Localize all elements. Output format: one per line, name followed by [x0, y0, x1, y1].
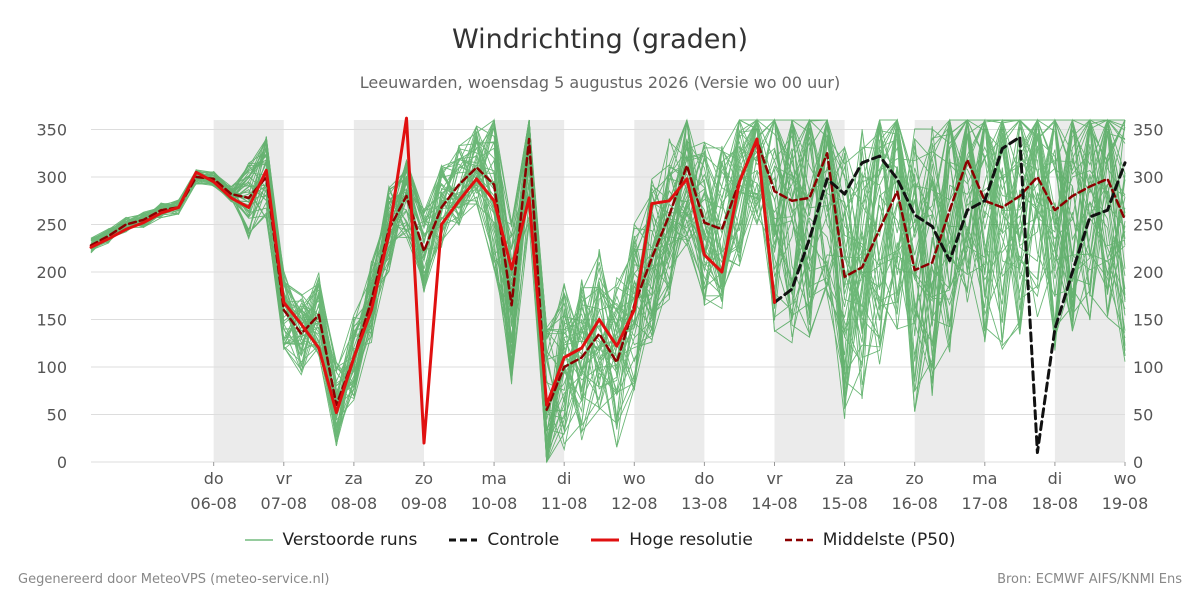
- ensemble-member-line: [90, 118, 1126, 412]
- x-tick-date: 14-08: [751, 494, 798, 513]
- series-median-line: [89, 137, 1127, 412]
- x-tick-weekday: za: [345, 469, 363, 488]
- y-tick-label-right: 100: [1133, 358, 1164, 377]
- y-tick-label-left: 0: [57, 453, 67, 472]
- legend-label-control: Controle: [487, 530, 560, 550]
- x-tick-weekday: di: [557, 469, 572, 488]
- y-tick-label-left: 250: [36, 216, 67, 235]
- legend-swatch-ensemble: [244, 539, 273, 541]
- series-control-line: [773, 135, 1127, 454]
- footer-generator: Gegenereerd door MeteoVPS (meteo-service…: [18, 572, 330, 587]
- footer-source: Bron: ECMWF AIFS/KNMI Ens: [997, 572, 1182, 587]
- y-tick-label-right: 150: [1133, 311, 1164, 330]
- legend-item-control[interactable]: Controle: [449, 530, 559, 550]
- x-tick-date: 13-08: [681, 494, 728, 513]
- x-tick-weekday: ma: [972, 469, 997, 488]
- x-tick-date: 18-08: [1032, 494, 1079, 513]
- ensemble-member-line: [90, 119, 1126, 458]
- y-tick-label-left: 100: [36, 358, 67, 377]
- legend-swatch-control: [449, 538, 478, 542]
- y-tick-label-right: 200: [1133, 263, 1164, 282]
- y-tick-label-left: 350: [36, 121, 67, 140]
- y-tick-label-left: 150: [36, 311, 67, 330]
- x-tick-weekday: do: [204, 469, 224, 488]
- x-tick-date: 09-08: [401, 494, 448, 513]
- legend-label-ensemble: Verstoorde runs: [282, 530, 418, 550]
- y-tick-label-right: 250: [1133, 216, 1164, 235]
- ensemble-member-line: [90, 118, 1126, 430]
- y-tick-label-right: 300: [1133, 168, 1164, 187]
- y-tick-label-left: 50: [47, 406, 67, 425]
- x-tick-date: 07-08: [261, 494, 308, 513]
- y-tick-label-right: 350: [1133, 121, 1164, 140]
- x-tick-weekday: ma: [481, 469, 506, 488]
- chart-subtitle: Leeuwarden, woensdag 5 augustus 2026 (Ve…: [359, 73, 841, 92]
- y-tick-label-left: 300: [36, 168, 67, 187]
- y-tick-label-left: 200: [36, 263, 67, 282]
- ensemble-member-line: [90, 119, 1125, 435]
- ensemble-member-line: [90, 118, 1126, 411]
- ensemble-member-line: [90, 118, 1126, 446]
- x-tick-date: 15-08: [821, 494, 868, 513]
- y-tick-label-right: 0: [1133, 453, 1143, 472]
- ensemble-member-line: [90, 119, 1126, 433]
- x-tick-weekday: wo: [1114, 469, 1137, 488]
- x-tick-weekday: zo: [415, 469, 433, 488]
- ensemble-member-line: [90, 118, 1126, 448]
- legend-label-hires: Hoge resolutie: [629, 530, 753, 550]
- x-tick-weekday: vr: [766, 469, 782, 488]
- x-tick-date: 17-08: [962, 494, 1009, 513]
- x-tick-date: 19-08: [1102, 494, 1149, 513]
- x-tick-date: 06-08: [190, 494, 237, 513]
- day-shade: [353, 120, 424, 462]
- legend: Verstoorde runs Controle Hoge resolutie …: [0, 530, 1200, 550]
- y-tick-label-right: 50: [1133, 406, 1153, 425]
- legend-swatch-hires: [591, 538, 620, 542]
- x-tick-date: 12-08: [611, 494, 658, 513]
- x-tick-date: 08-08: [331, 494, 378, 513]
- x-tick-weekday: wo: [623, 469, 646, 488]
- x-tick-weekday: di: [1048, 469, 1063, 488]
- x-tick-weekday: zo: [906, 469, 924, 488]
- x-tick-date: 16-08: [891, 494, 938, 513]
- x-tick-weekday: do: [694, 469, 714, 488]
- legend-item-ensemble[interactable]: Verstoorde runs: [244, 530, 418, 550]
- x-tick-weekday: vr: [276, 469, 292, 488]
- legend-swatch-median: [784, 538, 813, 542]
- x-tick-date: 11-08: [541, 494, 588, 513]
- legend-item-hires[interactable]: Hoge resolutie: [591, 530, 753, 550]
- ensemble-member-line: [90, 119, 1126, 464]
- x-tick-weekday: za: [835, 469, 853, 488]
- chart-title: Windrichting (graden): [451, 24, 749, 55]
- ensemble-member-line: [90, 119, 1126, 432]
- x-tick-date: 10-08: [471, 494, 518, 513]
- series-hires-line: [89, 116, 776, 445]
- legend-label-median: Middelste (P50): [822, 530, 956, 550]
- legend-item-median[interactable]: Middelste (P50): [784, 530, 956, 550]
